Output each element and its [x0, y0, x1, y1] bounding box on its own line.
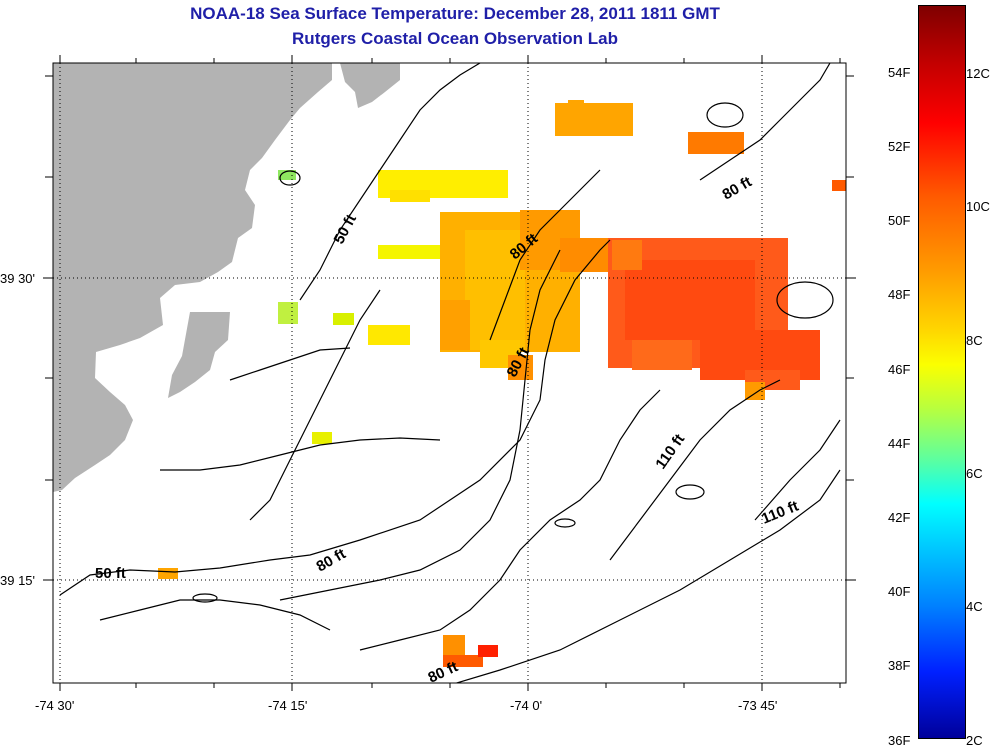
- land-mass: [53, 63, 332, 492]
- land-mass-north: [340, 63, 400, 108]
- colorbar-f-label: 36F: [888, 733, 911, 748]
- y-tick-label: 39 30': [0, 271, 36, 286]
- sst-patch-east: [608, 238, 820, 400]
- colorbar-c-label: 6C: [966, 466, 983, 481]
- sst-patch-northeast: [688, 132, 846, 191]
- sst-patch-central: [440, 210, 610, 380]
- land-mass-cape: [168, 312, 230, 398]
- y-tick-label: 39 15': [0, 573, 36, 588]
- sst-patch-south: [158, 568, 498, 667]
- colorbar-f-label: 38F: [888, 658, 911, 673]
- graticule: [53, 63, 846, 683]
- colorbar-f-label: 44F: [888, 436, 911, 451]
- map-subtitle: Rutgers Coastal Ocean Observation Lab: [292, 29, 618, 48]
- x-tick-label: -74 30': [35, 698, 75, 713]
- colorbar-c-label: 4C: [966, 599, 983, 614]
- colorbar: [918, 5, 966, 739]
- x-tick-label: -74 15': [268, 698, 308, 713]
- colorbar-f-label: 50F: [888, 213, 911, 228]
- x-tick-label: -74 0': [510, 698, 543, 713]
- colorbar-c-label: 8C: [966, 333, 983, 348]
- tick-marks: [43, 55, 856, 691]
- colorbar-f-label: 46F: [888, 362, 911, 377]
- bathymetry-contours: [59, 63, 841, 683]
- colorbar-f-label: 48F: [888, 287, 911, 302]
- colorbar-f-label: 54F: [888, 65, 911, 80]
- colorbar-f-label: 42F: [888, 510, 911, 525]
- map-title: NOAA-18 Sea Surface Temperature: Decembe…: [190, 4, 720, 23]
- colorbar-c-label: 2C: [966, 733, 983, 748]
- x-tick-label: -73 45': [738, 698, 778, 713]
- sst-patch-north: [555, 100, 633, 136]
- colorbar-f-label: 52F: [888, 139, 911, 154]
- colorbar-c-label: 10C: [966, 199, 990, 214]
- colorbar-f-label: 40F: [888, 584, 911, 599]
- colorbar-c-label: 12C: [966, 66, 990, 81]
- contour-label-50ft-south: 50 ft: [95, 565, 126, 582]
